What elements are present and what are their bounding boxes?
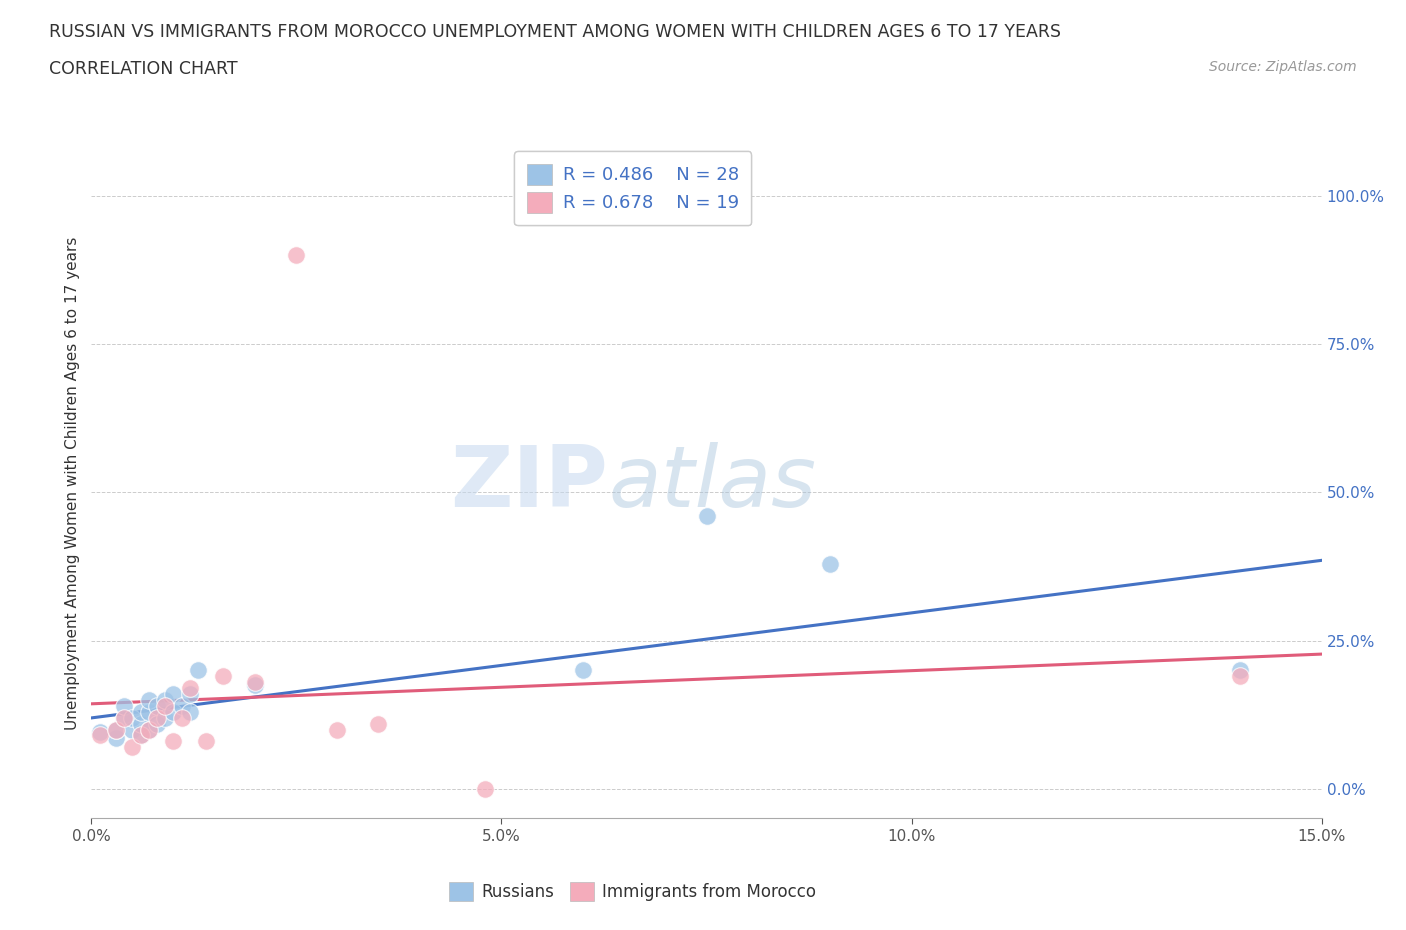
Point [818, 556, 841, 571]
Point [179, 681, 201, 696]
Point [138, 704, 160, 719]
Legend: R = 0.486    N = 28, R = 0.678    N = 19: R = 0.486 N = 28, R = 0.678 N = 19 [515, 152, 751, 225]
Point [245, 674, 267, 689]
Point [112, 711, 135, 725]
Point [153, 698, 177, 713]
Point [153, 711, 177, 725]
Point [1229, 663, 1251, 678]
Point [146, 716, 169, 731]
Point [153, 693, 177, 708]
Point [695, 509, 717, 524]
Point [1229, 669, 1251, 684]
Text: CORRELATION CHART: CORRELATION CHART [49, 60, 238, 78]
Text: atlas: atlas [607, 442, 815, 525]
Point [211, 669, 233, 684]
Y-axis label: Unemployment Among Women with Children Ages 6 to 17 years: Unemployment Among Women with Children A… [65, 237, 80, 730]
Point [162, 734, 184, 749]
Point [129, 728, 152, 743]
Point [285, 248, 308, 263]
Point [195, 734, 218, 749]
Point [121, 740, 143, 755]
Point [326, 722, 349, 737]
Point [367, 716, 389, 731]
Point [89, 728, 111, 743]
Point [89, 725, 111, 740]
Point [138, 722, 160, 737]
Point [146, 698, 169, 713]
Legend: Russians, Immigrants from Morocco: Russians, Immigrants from Morocco [443, 875, 823, 908]
Point [245, 678, 267, 693]
Point [170, 698, 193, 713]
Text: Source: ZipAtlas.com: Source: ZipAtlas.com [1209, 60, 1357, 74]
Point [179, 704, 201, 719]
Point [105, 722, 127, 737]
Point [112, 711, 135, 725]
Point [170, 711, 193, 725]
Text: RUSSIAN VS IMMIGRANTS FROM MOROCCO UNEMPLOYMENT AMONG WOMEN WITH CHILDREN AGES 6: RUSSIAN VS IMMIGRANTS FROM MOROCCO UNEMP… [49, 23, 1062, 41]
Point [572, 663, 595, 678]
Point [146, 711, 169, 725]
Point [179, 686, 201, 701]
Point [187, 663, 209, 678]
Point [112, 698, 135, 713]
Point [121, 711, 143, 725]
Point [138, 693, 160, 708]
Point [162, 686, 184, 701]
Point [129, 704, 152, 719]
Point [129, 716, 152, 731]
Point [162, 704, 184, 719]
Point [138, 722, 160, 737]
Point [129, 728, 152, 743]
Point [105, 722, 127, 737]
Point [474, 781, 496, 796]
Text: ZIP: ZIP [450, 442, 607, 525]
Point [121, 722, 143, 737]
Point [105, 731, 127, 746]
